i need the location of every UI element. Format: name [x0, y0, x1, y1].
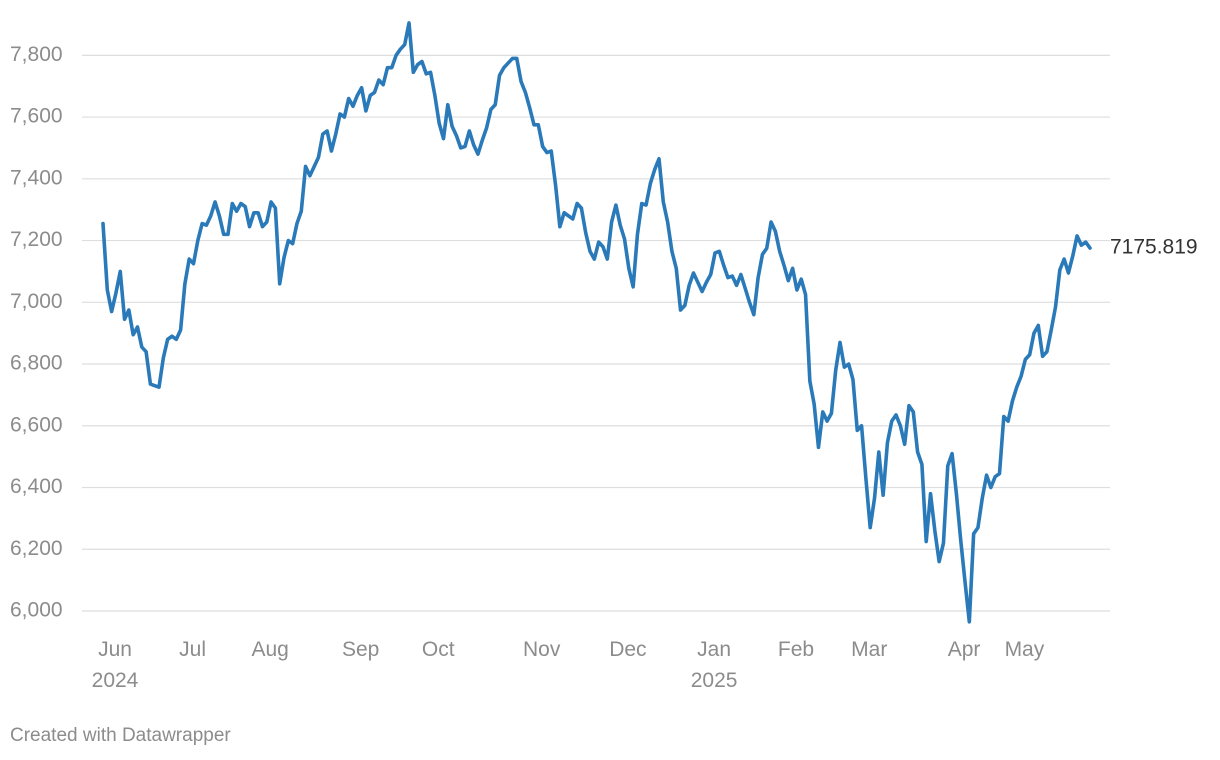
x-tick-label: May	[1004, 638, 1045, 661]
line	[101, 21, 1092, 624]
y-tick-label: 7,600	[10, 105, 63, 128]
y-tick-label: 6,600	[10, 413, 63, 436]
x-tick-label: Sep	[341, 638, 380, 661]
y-tick-label: 7,800	[10, 43, 63, 66]
chart: 6,000 6,200 6,400 6,600 6,800 7,000 7,200 7,400…	[10, 21, 1198, 624]
y-tick-label: 7,400	[10, 166, 63, 189]
y-tick-label: 6,800	[10, 352, 63, 375]
x-tick-label: Mar	[851, 638, 888, 661]
y-tick-label: 6,400	[10, 475, 63, 498]
x-tick-label: Feb	[777, 638, 815, 661]
x-tick-label: Apr	[947, 638, 981, 661]
x-tick-label: Nov	[523, 638, 561, 661]
y-tick-label: 6,200	[10, 537, 63, 560]
x-tick-label: Jan 2025	[690, 638, 738, 692]
x-tick-label: Aug	[251, 638, 289, 661]
y-tick-label: 7,000	[10, 290, 63, 313]
end-label: 7175.819	[1110, 236, 1198, 259]
y-tick-label: 6,000	[10, 599, 63, 622]
y-tick-label: 7,200	[10, 228, 63, 251]
x-tick-label: Dec	[609, 638, 647, 661]
credit: Created with Datawrapper	[10, 725, 231, 746]
x-tick-label: Oct	[421, 638, 455, 661]
x-tick-label: Jun 2024	[91, 638, 139, 692]
x-tick-label: Jul	[179, 638, 207, 661]
